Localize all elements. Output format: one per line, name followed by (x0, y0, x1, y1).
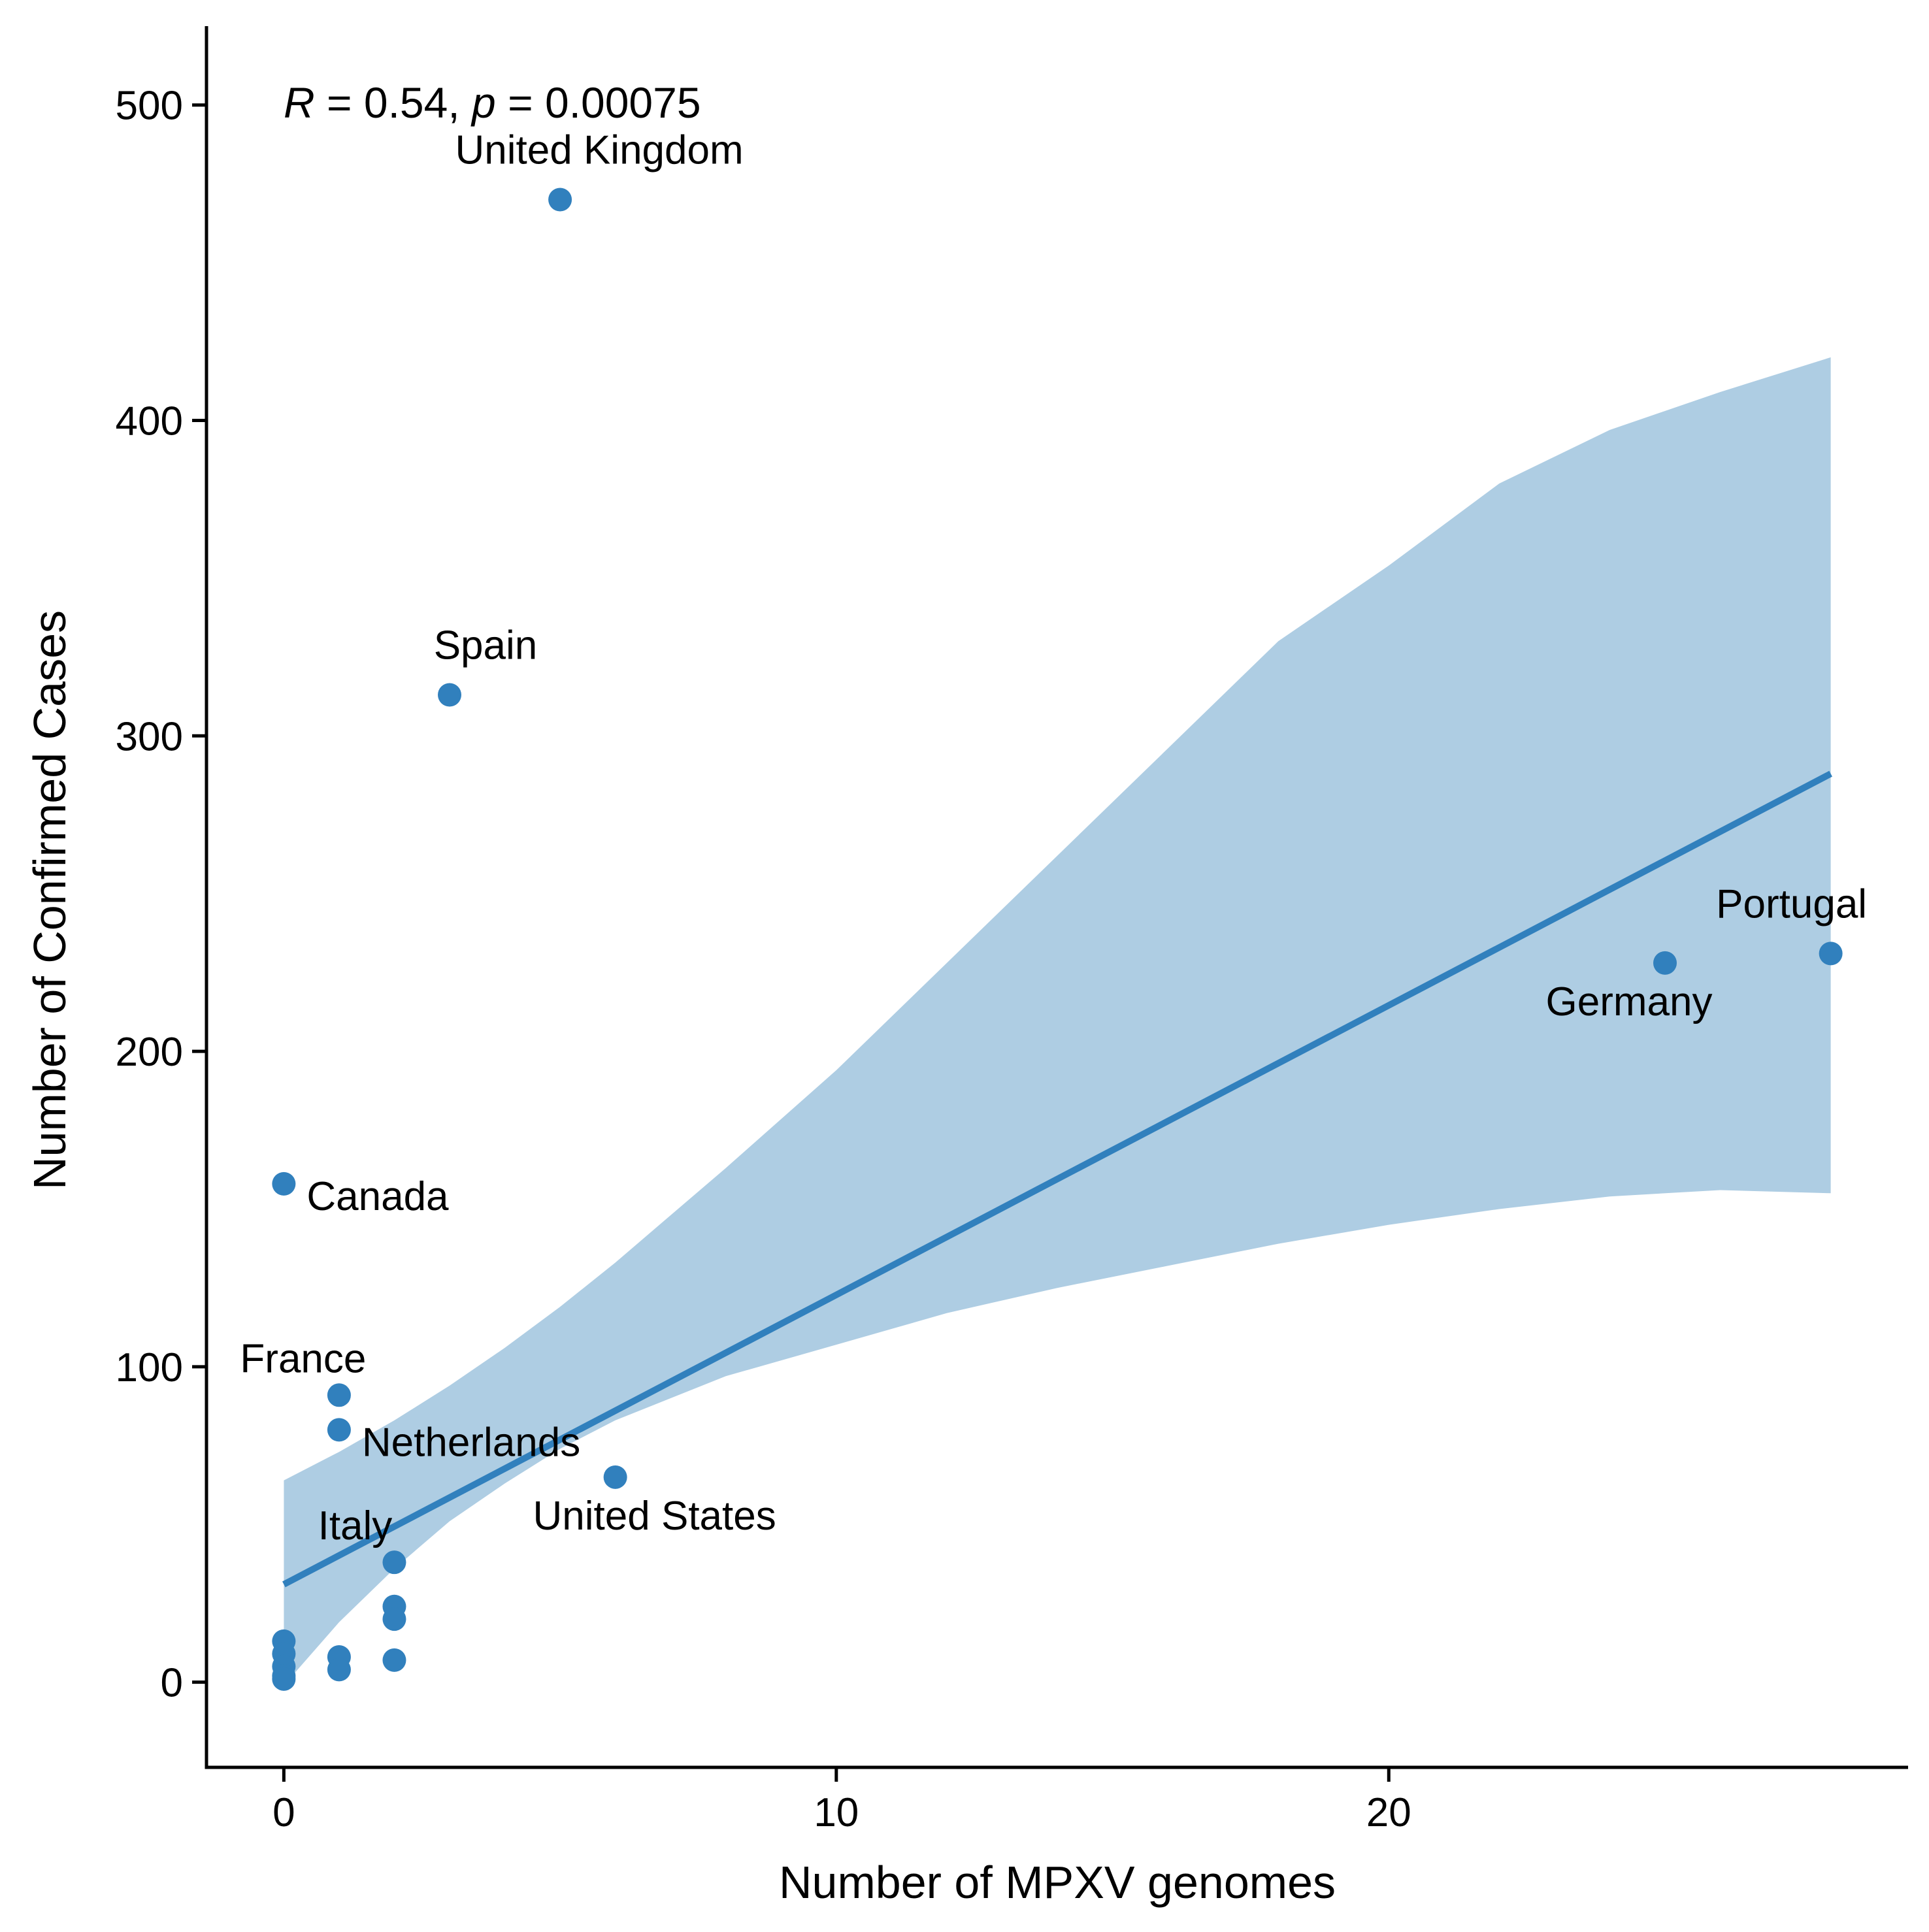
y-axis-title: Number of Confirmed Cases (24, 610, 75, 1190)
point-label: Portugal (1716, 881, 1867, 926)
y-tick-label: 300 (116, 714, 183, 759)
point-label: France (240, 1336, 366, 1381)
r-symbol: R (284, 78, 315, 127)
point-label: Italy (318, 1503, 393, 1548)
data-point (327, 1418, 351, 1442)
data-point (272, 1171, 296, 1196)
confidence-band (284, 357, 1831, 1686)
data-point (1819, 941, 1843, 966)
point-label: United Kingdom (455, 128, 744, 173)
y-tick-label: 100 (116, 1345, 183, 1390)
confidence-band-layer (284, 357, 1831, 1686)
regression-line (282, 770, 1832, 1588)
y-tick-label: 200 (116, 1030, 183, 1075)
point-label: Canada (306, 1174, 449, 1219)
p-symbol: p (470, 78, 496, 127)
point-label: Germany (1546, 979, 1713, 1024)
p-value: = 0.00075 (496, 78, 701, 127)
data-points-layer (272, 188, 1843, 1691)
x-tick-label: 10 (814, 1790, 859, 1835)
data-point (327, 1658, 351, 1682)
y-tick-label: 0 (161, 1661, 183, 1706)
y-tick-label: 400 (116, 399, 183, 444)
data-point (382, 1648, 406, 1672)
data-point (1653, 951, 1677, 975)
x-tick-label: 0 (272, 1790, 295, 1835)
data-point (548, 188, 572, 212)
data-point (272, 1667, 296, 1691)
y-tick-label: 500 (116, 84, 183, 129)
point-label: United States (533, 1494, 776, 1539)
x-axis-title: Number of MPXV genomes (779, 1857, 1336, 1908)
data-point (382, 1607, 406, 1631)
data-point (603, 1465, 627, 1489)
r-value: = 0.54, (315, 78, 472, 127)
point-label: Spain (434, 623, 538, 668)
data-point (382, 1550, 406, 1575)
regression-line-layer (282, 770, 1832, 1588)
x-tick-label: 20 (1366, 1790, 1411, 1835)
data-point (327, 1383, 351, 1407)
point-label: Netherlands (362, 1420, 580, 1465)
data-point (438, 683, 461, 707)
correlation-annotation: R = 0.54, p = 0.00075 (284, 78, 701, 127)
point-labels-layer: United Kingdom Spain Portugal Germany Canada… (240, 128, 1867, 1549)
